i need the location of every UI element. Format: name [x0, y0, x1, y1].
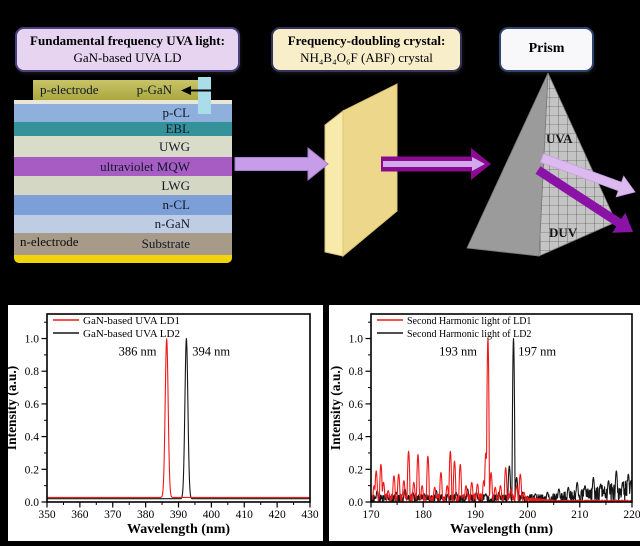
- x-tick-label: 420: [269, 509, 287, 521]
- ld-layer-label: p-CL: [162, 105, 190, 120]
- ridge-pointer-arrow-icon: [181, 86, 212, 95]
- prism-left-face: [466, 72, 549, 257]
- ld-base-strip: [14, 255, 232, 263]
- x-tick-label: 360: [71, 509, 89, 521]
- y-tick-label: 0.0: [349, 497, 364, 509]
- series-gan-based-uva-ld2: [46, 337, 311, 500]
- y-tick-label: 0.2: [349, 464, 364, 476]
- legend-label: GaN-based UVA LD2: [83, 328, 180, 340]
- x-tick-label: 410: [236, 509, 254, 521]
- y-tick-label: 1.0: [349, 334, 364, 346]
- legend-label: GaN-based UVA LD1: [83, 315, 180, 327]
- y-tick-label: 0.8: [349, 366, 364, 378]
- ld-spectrum-panel: 350 360 370 380 390 400 410 420 430 0.0 0.2 0.4 0.6 0…: [8, 305, 323, 541]
- ld-layer-label: Substrate: [141, 236, 190, 251]
- ld-layer-uwg: UWG: [14, 136, 232, 157]
- ld-p-gan-label: p-GaN: [136, 82, 172, 97]
- ld-spectrum-chart: 350 360 370 380 390 400 410 420 430 0.0 0.2 0.4 0.6 0…: [8, 313, 319, 537]
- x-axis-title: Wavelength (nm): [450, 522, 553, 537]
- flow-box-uva-light: Fundamental frequency UVA light: GaN-bas…: [15, 27, 240, 72]
- x-tick-label: 170: [362, 509, 380, 521]
- y-tick-label: 0.6: [25, 399, 40, 411]
- x-tick-label: 210: [571, 509, 589, 521]
- ld-ridge-waveguide: [198, 77, 211, 114]
- uva-output-label: UVA: [546, 131, 573, 146]
- ld-layer-stack: p-CL EBL UWG ultraviolet MQW LWG n-CL n-GaN Sub…: [14, 104, 232, 255]
- ld-layer-label: EBL: [165, 121, 190, 136]
- second-harmonic-spectrum-chart: 170 180 190 200 210 220 0.0 0.2 0.4 0.6 0.8 1.0 Wave…: [329, 313, 640, 537]
- ld-layer-label: LWG: [161, 177, 190, 193]
- y-tick-label: 0.4: [349, 432, 364, 444]
- ld-layer-lwg: LWG: [14, 176, 232, 195]
- y-tick-label: 0.6: [349, 399, 364, 411]
- duv-output-arrow-icon: [535, 166, 633, 233]
- ld-p-electrode-label: p-electrode: [40, 82, 99, 97]
- duv-output-arrow: [535, 166, 633, 233]
- flow-box-uva-light-title: Fundamental frequency UVA light:: [30, 32, 225, 48]
- ridge-pointer-arrow-head: [181, 86, 191, 95]
- uva-beam-arrow: [234, 147, 329, 181]
- flow-box-crystal-subtitle: NH₄B₄O₆F (ABF) crystal: [300, 49, 433, 65]
- x-tick-label: 400: [203, 509, 221, 521]
- x-tick-label: 220: [623, 509, 640, 521]
- ld-layer-label: n-CL: [162, 197, 190, 212]
- ld-top-electrode-bar: p-electrode p-GaN: [33, 80, 198, 100]
- y-tick-label: 0.8: [25, 366, 40, 378]
- doubled-beam-arrow-icon: [381, 148, 491, 180]
- plot-frame: [46, 313, 311, 503]
- series-gan-based-uva-ld1: [46, 338, 311, 498]
- second-harmonic-spectrum-panel: 170 180 190 200 210 220 0.0 0.2 0.4 0.6 0.8 1.0 Wave…: [329, 305, 640, 541]
- y-axis-title: Intensity (a.u.): [8, 366, 19, 450]
- laser-diode-structure: p-electrode p-GaN p-CL EBL UWG ultraviolet …: [14, 77, 232, 263]
- x-tick-label: 390: [170, 509, 188, 521]
- ld-layer-p-cl: p-CL: [14, 104, 232, 122]
- ld-layer-ebl: EBL: [14, 121, 232, 136]
- flow-box-prism-title: Prism: [528, 41, 565, 57]
- x-tick-label: 190: [467, 509, 485, 521]
- flow-box-crystal-title: Frequency-doubling crystal:: [287, 32, 446, 48]
- y-tick-label: 1.0: [25, 334, 40, 346]
- flow-box-prism: Prism: [499, 27, 594, 72]
- y-axis-title: Intensity (a.u.): [329, 366, 343, 450]
- x-tick-label: 180: [415, 509, 433, 521]
- x-tick-label: 370: [104, 509, 122, 521]
- ld-layer-label: ultraviolet MQW: [100, 158, 190, 174]
- doubled-beam-arrow-inner: [383, 157, 485, 171]
- ld-layer-n-gan: n-GaN: [14, 215, 232, 233]
- x-tick-label: 380: [137, 509, 155, 521]
- peak-annotation: 197 nm: [518, 345, 556, 359]
- y-tick-label: 0.4: [25, 432, 40, 444]
- flow-box-uva-light-subtitle: GaN-based UVA LD: [73, 49, 182, 65]
- ld-n-electrode-label: n-electrode: [20, 234, 79, 249]
- peak-annotation: 394 nm: [192, 345, 230, 359]
- legend-label: Second Harmonic light of LD1: [407, 316, 531, 327]
- x-tick-label: 350: [38, 509, 56, 521]
- ld-layer-label: UWG: [158, 138, 190, 154]
- uva-output-arrow: [539, 153, 636, 198]
- crystal-front-face: [324, 109, 344, 257]
- y-tick-label: 0.2: [25, 464, 40, 476]
- peak-annotation: 193 nm: [439, 345, 477, 359]
- ld-thin-strip: [14, 100, 232, 104]
- flow-box-crystal: Frequency-doubling crystal: NH₄B₄O₆F (AB…: [271, 27, 462, 72]
- ld-layer-n-cl: n-CL: [14, 195, 232, 215]
- abf-crystal-graphic: [324, 83, 398, 258]
- uva-beam-arrow-icon: [234, 147, 329, 181]
- x-tick-label: 200: [519, 509, 537, 521]
- uva-output-arrow-icon: [539, 153, 636, 198]
- x-tick-label: 430: [301, 509, 319, 521]
- ld-layer-substrate: Substrate: [14, 233, 232, 255]
- ld-layer-label: n-GaN: [154, 216, 190, 231]
- peak-annotation: 386 nm: [119, 345, 157, 359]
- plot-frame: [370, 313, 633, 503]
- ld-layer-ultraviolet-mqw: ultraviolet MQW: [14, 157, 232, 176]
- duv-output-label: DUV: [549, 225, 578, 240]
- legend-label: Second Harmonic light of LD2: [407, 329, 531, 340]
- y-tick-label: 0.0: [25, 497, 40, 509]
- x-axis-title: Wavelength (nm): [127, 522, 230, 537]
